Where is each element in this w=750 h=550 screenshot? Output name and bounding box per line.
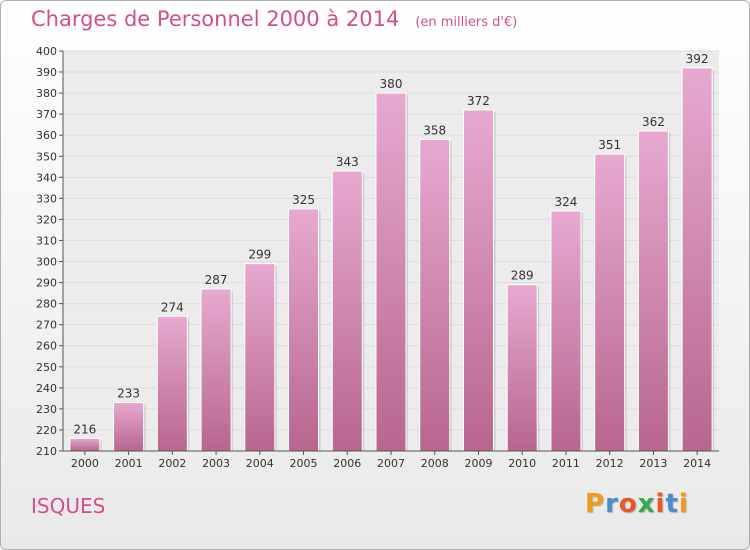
logo-letter: i: [678, 489, 689, 519]
x-tick-label: 2002: [158, 457, 186, 470]
bar-2007: [375, 92, 407, 452]
bar-value-label: 343: [336, 155, 359, 169]
y-tick-label: 250: [36, 361, 57, 374]
axis-layer: 210 220 230 240 250 260 270 280 290 300 310 320 330 3…: [36, 45, 719, 470]
y-tick-label: 270: [36, 319, 57, 332]
bars-layer: 216 233 274 287 299 325 343 380 358 372 289 324 351 3…: [69, 52, 715, 452]
y-tick-label: 380: [36, 87, 57, 100]
bar-2008: [419, 138, 451, 452]
proxiti-logo[interactable]: Proxiti: [585, 489, 689, 519]
chart-subtitle: (en milliers d'€): [415, 15, 518, 30]
bar-2006: [331, 170, 363, 452]
bar-2011: [550, 210, 582, 452]
bar-2004: [244, 263, 276, 452]
bar-value-label: 287: [205, 273, 228, 287]
x-tick-label: 2008: [421, 457, 449, 470]
bar-2005: [288, 208, 320, 452]
y-tick-label: 400: [36, 45, 57, 58]
bar-value-label: 233: [117, 387, 140, 401]
x-tick-label: 2001: [115, 457, 143, 470]
logo-letter: x: [637, 489, 656, 519]
bar-value-label: 324: [554, 195, 577, 209]
bar-2003: [200, 288, 232, 452]
y-tick-label: 350: [36, 150, 57, 163]
y-tick-label: 260: [36, 340, 57, 353]
chart-title-text: Charges de Personnel 2000 à 2014: [31, 7, 400, 31]
logo-letter: i: [655, 489, 666, 519]
y-tick-label: 240: [36, 382, 57, 395]
x-tick-label: 2004: [246, 457, 274, 470]
y-tick-label: 340: [36, 171, 57, 184]
y-tick-label: 220: [36, 424, 57, 437]
y-tick-label: 210: [36, 445, 57, 458]
bar-value-label: 299: [248, 248, 271, 262]
bar-2014: [681, 67, 713, 452]
x-tick-label: 2012: [596, 457, 624, 470]
bar-value-label: 351: [598, 138, 621, 152]
x-tick-label: 2011: [552, 457, 580, 470]
bar-2001: [113, 402, 145, 452]
x-tick-label: 2000: [71, 457, 99, 470]
x-tick-label: 2014: [683, 457, 711, 470]
x-tick-label: 2009: [464, 457, 492, 470]
logo-letter: o: [618, 489, 638, 519]
bar-2009: [462, 109, 494, 452]
bar-value-label: 362: [642, 115, 665, 129]
bar-2013: [637, 130, 669, 452]
y-tick-label: 280: [36, 298, 57, 311]
bar-value-label: 216: [73, 422, 96, 436]
bar-value-label: 380: [380, 77, 403, 91]
y-tick-label: 230: [36, 403, 57, 416]
x-tick-label: 2010: [508, 457, 536, 470]
bar-value-label: 358: [423, 123, 446, 137]
x-tick-label: 2007: [377, 457, 405, 470]
chart-title: Charges de Personnel 2000 à 2014 (en mill…: [31, 7, 517, 31]
y-tick-label: 300: [36, 256, 57, 269]
logo-letter: P: [585, 489, 606, 519]
bar-2002: [156, 315, 188, 452]
logo-letter: r: [605, 489, 619, 519]
x-tick-label: 2003: [202, 457, 230, 470]
bar-value-label: 392: [686, 52, 709, 66]
bar-2010: [506, 284, 538, 452]
bar-value-label: 274: [161, 300, 184, 314]
commune-name: ISQUES: [31, 494, 106, 518]
bar-value-label: 289: [511, 269, 534, 283]
y-tick-label: 330: [36, 192, 57, 205]
logo-letter: t: [665, 489, 679, 519]
y-tick-label: 320: [36, 213, 57, 226]
bar-2000: [69, 437, 101, 452]
y-tick-label: 310: [36, 234, 57, 247]
y-tick-label: 360: [36, 129, 57, 142]
x-tick-label: 2005: [290, 457, 318, 470]
bar-2012: [594, 153, 626, 452]
x-tick-label: 2006: [333, 457, 361, 470]
y-tick-label: 370: [36, 108, 57, 121]
bar-value-label: 325: [292, 193, 315, 207]
bar-value-label: 372: [467, 94, 490, 108]
y-tick-label: 290: [36, 277, 57, 290]
y-tick-label: 390: [36, 66, 57, 79]
x-tick-label: 2013: [639, 457, 667, 470]
